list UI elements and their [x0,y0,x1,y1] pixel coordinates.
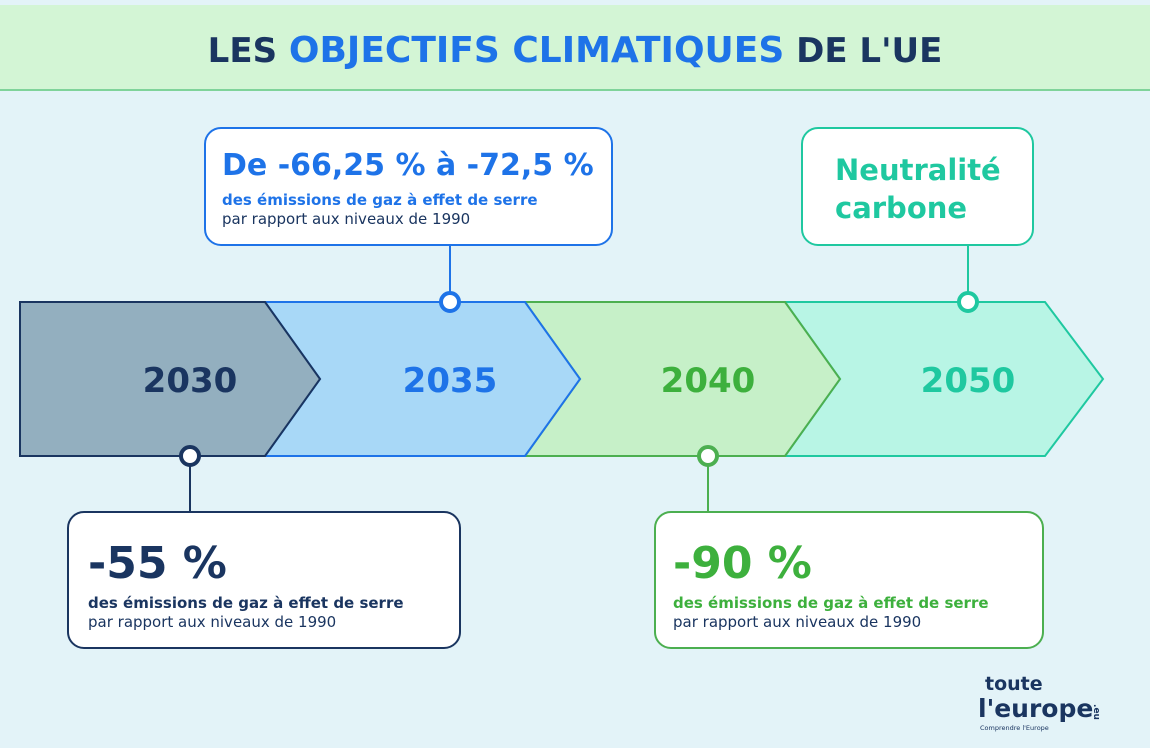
callout-line: des émissions de gaz à effet de serre [88,594,404,612]
arrow-2030 [19,301,322,457]
logo-suffix: .eu [1091,704,1101,720]
title: LES OBJECTIFS CLIMATIQUES DE L'UE [208,30,943,71]
node [697,445,719,467]
callout-headline: carbone [835,191,967,225]
callout-line: par rapport aux niveaux de 1990 [673,613,921,631]
callout-headline: De -66,25 % à -72,5 % [222,148,594,183]
callout-box [801,127,1034,246]
title-part: DE L'UE [784,31,942,71]
year: 2050 [921,361,1016,401]
title-part: LES [208,31,289,71]
node [179,445,201,467]
callout-headline: Neutralité [835,153,1001,187]
title-banner [0,5,1150,90]
logo: toute l'europe .eu Comprendre l'Europe [978,673,1101,732]
title-part: OBJECTIFS CLIMATIQUES [289,30,784,71]
callout-line: par rapport aux niveaux de 1990 [88,613,336,631]
callout-box [204,127,613,246]
callout-line: par rapport aux niveaux de 1990 [222,210,470,228]
callout-box [654,511,1044,649]
node [439,291,461,313]
node [957,291,979,313]
callout-headline: -55 % [88,538,227,589]
logo-text: toute [985,673,1043,695]
callout-box [67,511,461,649]
year: 2030 [143,361,238,401]
year: 2035 [403,361,498,401]
year: 2040 [661,361,756,401]
callout-line: des émissions de gaz à effet de serre [222,191,538,209]
callout-headline: -90 % [673,538,812,589]
logo-tagline: Comprendre l'Europe [980,724,1049,732]
logo-text: l'europe [978,694,1093,723]
callout-line: des émissions de gaz à effet de serre [673,594,989,612]
